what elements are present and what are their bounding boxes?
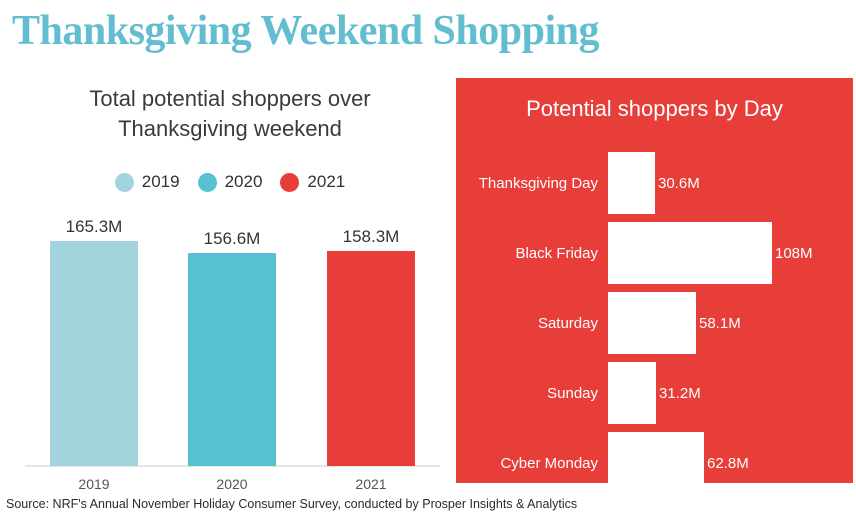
hbar-row-saturday[interactable]: Saturday 58.1M <box>456 292 853 354</box>
vbar-rect-2020[interactable] <box>188 253 276 466</box>
x-axis-line <box>25 465 440 467</box>
vbar-value-label-2021: 158.3M <box>342 227 400 246</box>
hbar-row-black-friday[interactable]: Black Friday 108M <box>456 222 853 284</box>
left-chart-title: Total potential shoppers over Thanksgivi… <box>20 84 440 144</box>
vbar-category-label-2020: 2020 <box>216 476 248 492</box>
horizontal-bar-chart: Thanksgiving Day 30.6M Black Friday 108M Sat… <box>456 146 853 494</box>
legend-swatch-2020-icon <box>197 172 217 192</box>
page-title: Thanksgiving Weekend Shopping <box>12 8 600 54</box>
vertical-bar-chart: 165.3M 2019 156.6M 2020 158.3M 2021 <box>0 78 452 492</box>
hbar-rect-sunday[interactable] <box>608 362 656 424</box>
shoppers-by-day-panel: Potential shoppers by Day Thanksgiving D… <box>456 78 853 494</box>
legend-label-2021: 2021 <box>307 172 346 191</box>
source-note: Source: NRF's Annual November Holiday Co… <box>6 497 578 511</box>
hbar-track-sunday: 31.2M <box>608 362 853 424</box>
legend-swatch-2021-icon <box>280 172 300 192</box>
hbar-value-label-cyber-monday: 62.8M <box>707 454 749 472</box>
legend-swatch-2019-icon <box>114 172 134 192</box>
hbar-category-label-cyber-monday: Cyber Monday <box>500 454 598 472</box>
vbar-value-label-2020: 156.6M <box>203 229 261 248</box>
hbar-category-label-sunday: Sunday <box>547 384 598 402</box>
hbar-category-label-saturday: Saturday <box>537 314 598 332</box>
hbar-track-cyber-monday: 62.8M <box>608 432 853 494</box>
hbar-rect-black-friday[interactable] <box>608 222 772 284</box>
vbar-group-2021[interactable]: 158.3M 2021 <box>327 227 415 492</box>
hbar-value-label-sunday: 31.2M <box>659 384 701 402</box>
hbar-rect-cyber-monday[interactable] <box>608 432 704 494</box>
legend-label-2019: 2019 <box>141 172 180 191</box>
vbar-group-2020[interactable]: 156.6M 2020 <box>188 229 276 492</box>
hbar-category-label-black-friday: Black Friday <box>515 244 598 262</box>
vbar-rect-2019[interactable] <box>50 241 138 466</box>
hbar-row-sunday[interactable]: Sunday 31.2M <box>456 362 853 424</box>
hbar-rect-saturday[interactable] <box>608 292 696 354</box>
legend-item-2021[interactable]: 2021 <box>280 172 345 192</box>
vbar-category-label-2021: 2021 <box>355 476 387 492</box>
hbar-track-thanksgiving-day: 30.6M <box>608 152 853 214</box>
total-shoppers-panel: Total potential shoppers over Thanksgivi… <box>0 78 452 492</box>
legend-label-2020: 2020 <box>224 172 263 191</box>
vbar-legend: 2019 2020 2021 <box>20 172 440 192</box>
right-chart-title: Potential shoppers by Day <box>526 96 783 121</box>
hbar-row-thanksgiving-day[interactable]: Thanksgiving Day 30.6M <box>456 152 853 214</box>
hbar-category-label-thanksgiving-day: Thanksgiving Day <box>478 174 598 192</box>
hbar-value-label-saturday: 58.1M <box>699 314 741 332</box>
hbar-value-label-black-friday: 108M <box>775 244 813 262</box>
hbar-track-saturday: 58.1M <box>608 292 853 354</box>
hbar-rect-thanksgiving-day[interactable] <box>608 152 655 214</box>
hbar-track-black-friday: 108M <box>608 222 853 284</box>
left-chart-title-line2: Thanksgiving weekend <box>118 116 342 141</box>
legend-item-2019[interactable]: 2019 <box>114 172 180 192</box>
legend-item-2020[interactable]: 2020 <box>197 172 263 192</box>
hbar-row-cyber-monday[interactable]: Cyber Monday 62.8M <box>456 432 853 494</box>
left-chart-title-line1: Total potential shoppers over <box>89 86 371 111</box>
vbar-category-label-2019: 2019 <box>78 476 110 492</box>
vbar-group-2019[interactable]: 165.3M 2019 <box>50 217 138 492</box>
vbar-value-label-2019: 165.3M <box>65 217 123 236</box>
vbar-rect-2021[interactable] <box>327 251 415 466</box>
hbar-value-label-thanksgiving-day: 30.6M <box>658 174 700 192</box>
